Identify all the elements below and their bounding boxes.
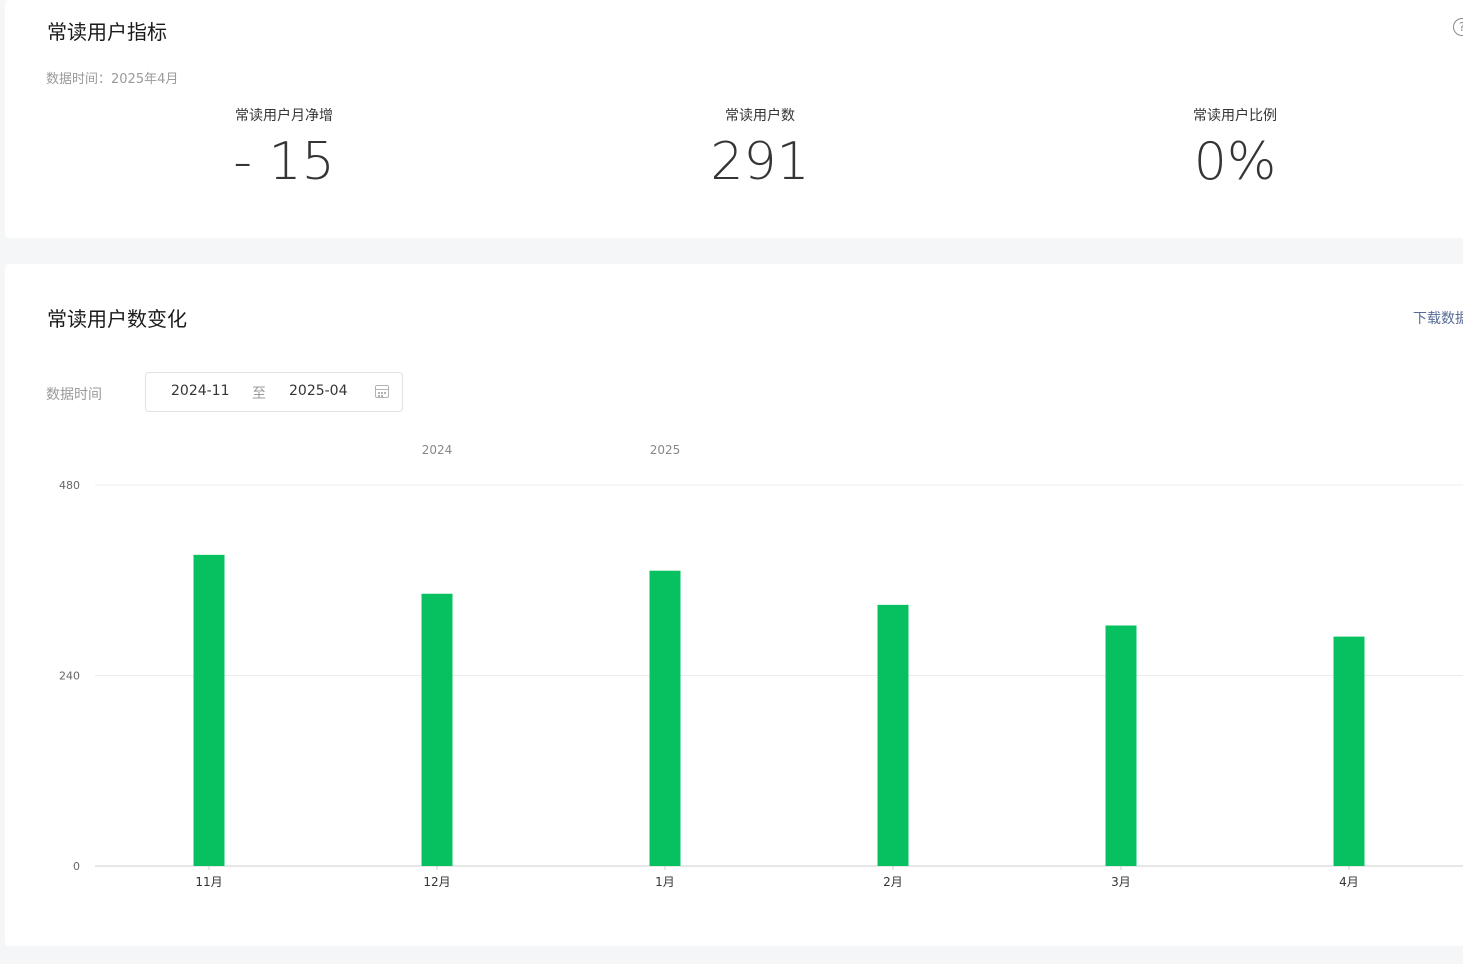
y-tick-label: 240	[59, 670, 80, 683]
x-tick-label: 3月	[1111, 875, 1131, 889]
metric-label: 常读用户月净增	[235, 108, 333, 124]
x-tick-label: 11月	[195, 875, 222, 889]
range-end-value[interactable]: 2025-04	[289, 383, 348, 399]
metric-label: 常读用户数	[725, 108, 795, 124]
metrics-card-title: 常读用户指标	[47, 20, 167, 44]
calendar-icon[interactable]	[375, 385, 389, 398]
year-label: 2024	[422, 443, 453, 457]
trend-bar-chart: 0 240 480 11月 12月 1月 2月 3月 4月 2024 2025	[59, 443, 1463, 889]
x-tick-label: 4月	[1339, 875, 1359, 889]
date-range-picker[interactable]: 2024-11 至 2025-04	[145, 372, 403, 412]
year-label: 2025	[650, 443, 681, 457]
metric-net-growth: 常读用户月净增 - 15	[134, 106, 434, 192]
range-start-value[interactable]: 2024-11	[171, 383, 230, 399]
metric-label: 常读用户比例	[1193, 108, 1277, 124]
data-time-text: 数据时间：2025年4月	[46, 72, 179, 87]
bar	[1333, 636, 1365, 866]
trend-card: 常读用户数变化 下载数据 数据时间 2024-11 至 2025-04 0 240…	[5, 264, 1463, 946]
date-range-label: 数据时间	[46, 387, 102, 403]
metric-value: - 15	[233, 132, 335, 192]
metric-value: 291	[710, 132, 810, 192]
metric-value: 0%	[1193, 132, 1277, 192]
metric-reader-count: 常读用户数 291	[610, 106, 910, 192]
bar	[1105, 625, 1137, 866]
bar	[877, 604, 909, 866]
x-tick-label: 2月	[883, 875, 903, 889]
bar	[421, 593, 453, 866]
x-tick-label: 1月	[655, 875, 675, 889]
download-data-link[interactable]: 下载数据	[1413, 311, 1463, 327]
x-tick-label: 12月	[423, 875, 450, 889]
y-tick-label: 0	[73, 860, 80, 873]
y-tick-label: 480	[59, 479, 80, 492]
metric-reader-ratio: 常读用户比例 0%	[1085, 106, 1385, 192]
help-icon[interactable]: ?	[1453, 18, 1463, 36]
bar	[193, 554, 225, 866]
trend-card-title: 常读用户数变化	[47, 307, 187, 331]
bar	[649, 570, 681, 866]
range-separator: 至	[252, 386, 266, 402]
metrics-card: 常读用户指标 ? 数据时间：2025年4月 常读用户月净增 - 15 常读用户数…	[5, 0, 1463, 238]
